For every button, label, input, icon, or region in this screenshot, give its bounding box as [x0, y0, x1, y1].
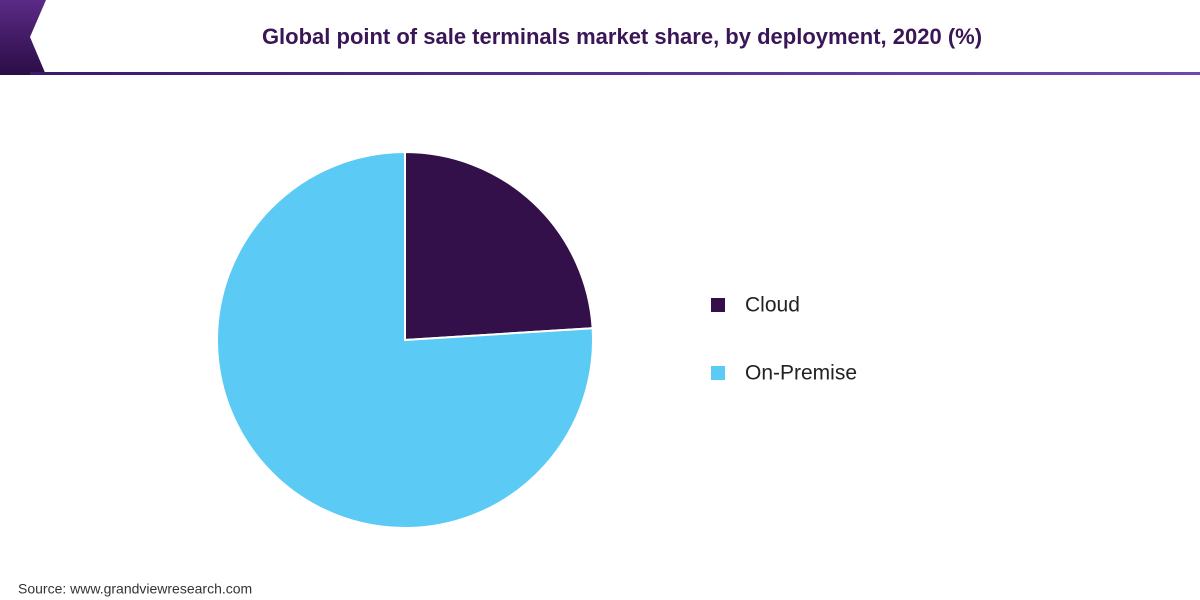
header-decoration [0, 0, 46, 75]
header-rule [30, 72, 1200, 75]
legend-swatch [711, 366, 725, 380]
legend-label: On-Premise [745, 362, 857, 385]
legend-label: Cloud [745, 294, 800, 317]
chart-title: Global point of sale terminals market sh… [262, 24, 982, 49]
source: Source: www.grandviewresearch.com [18, 581, 252, 597]
pie-slice [404, 150, 594, 342]
pie-slice [216, 150, 594, 529]
legend-swatch [711, 298, 725, 312]
